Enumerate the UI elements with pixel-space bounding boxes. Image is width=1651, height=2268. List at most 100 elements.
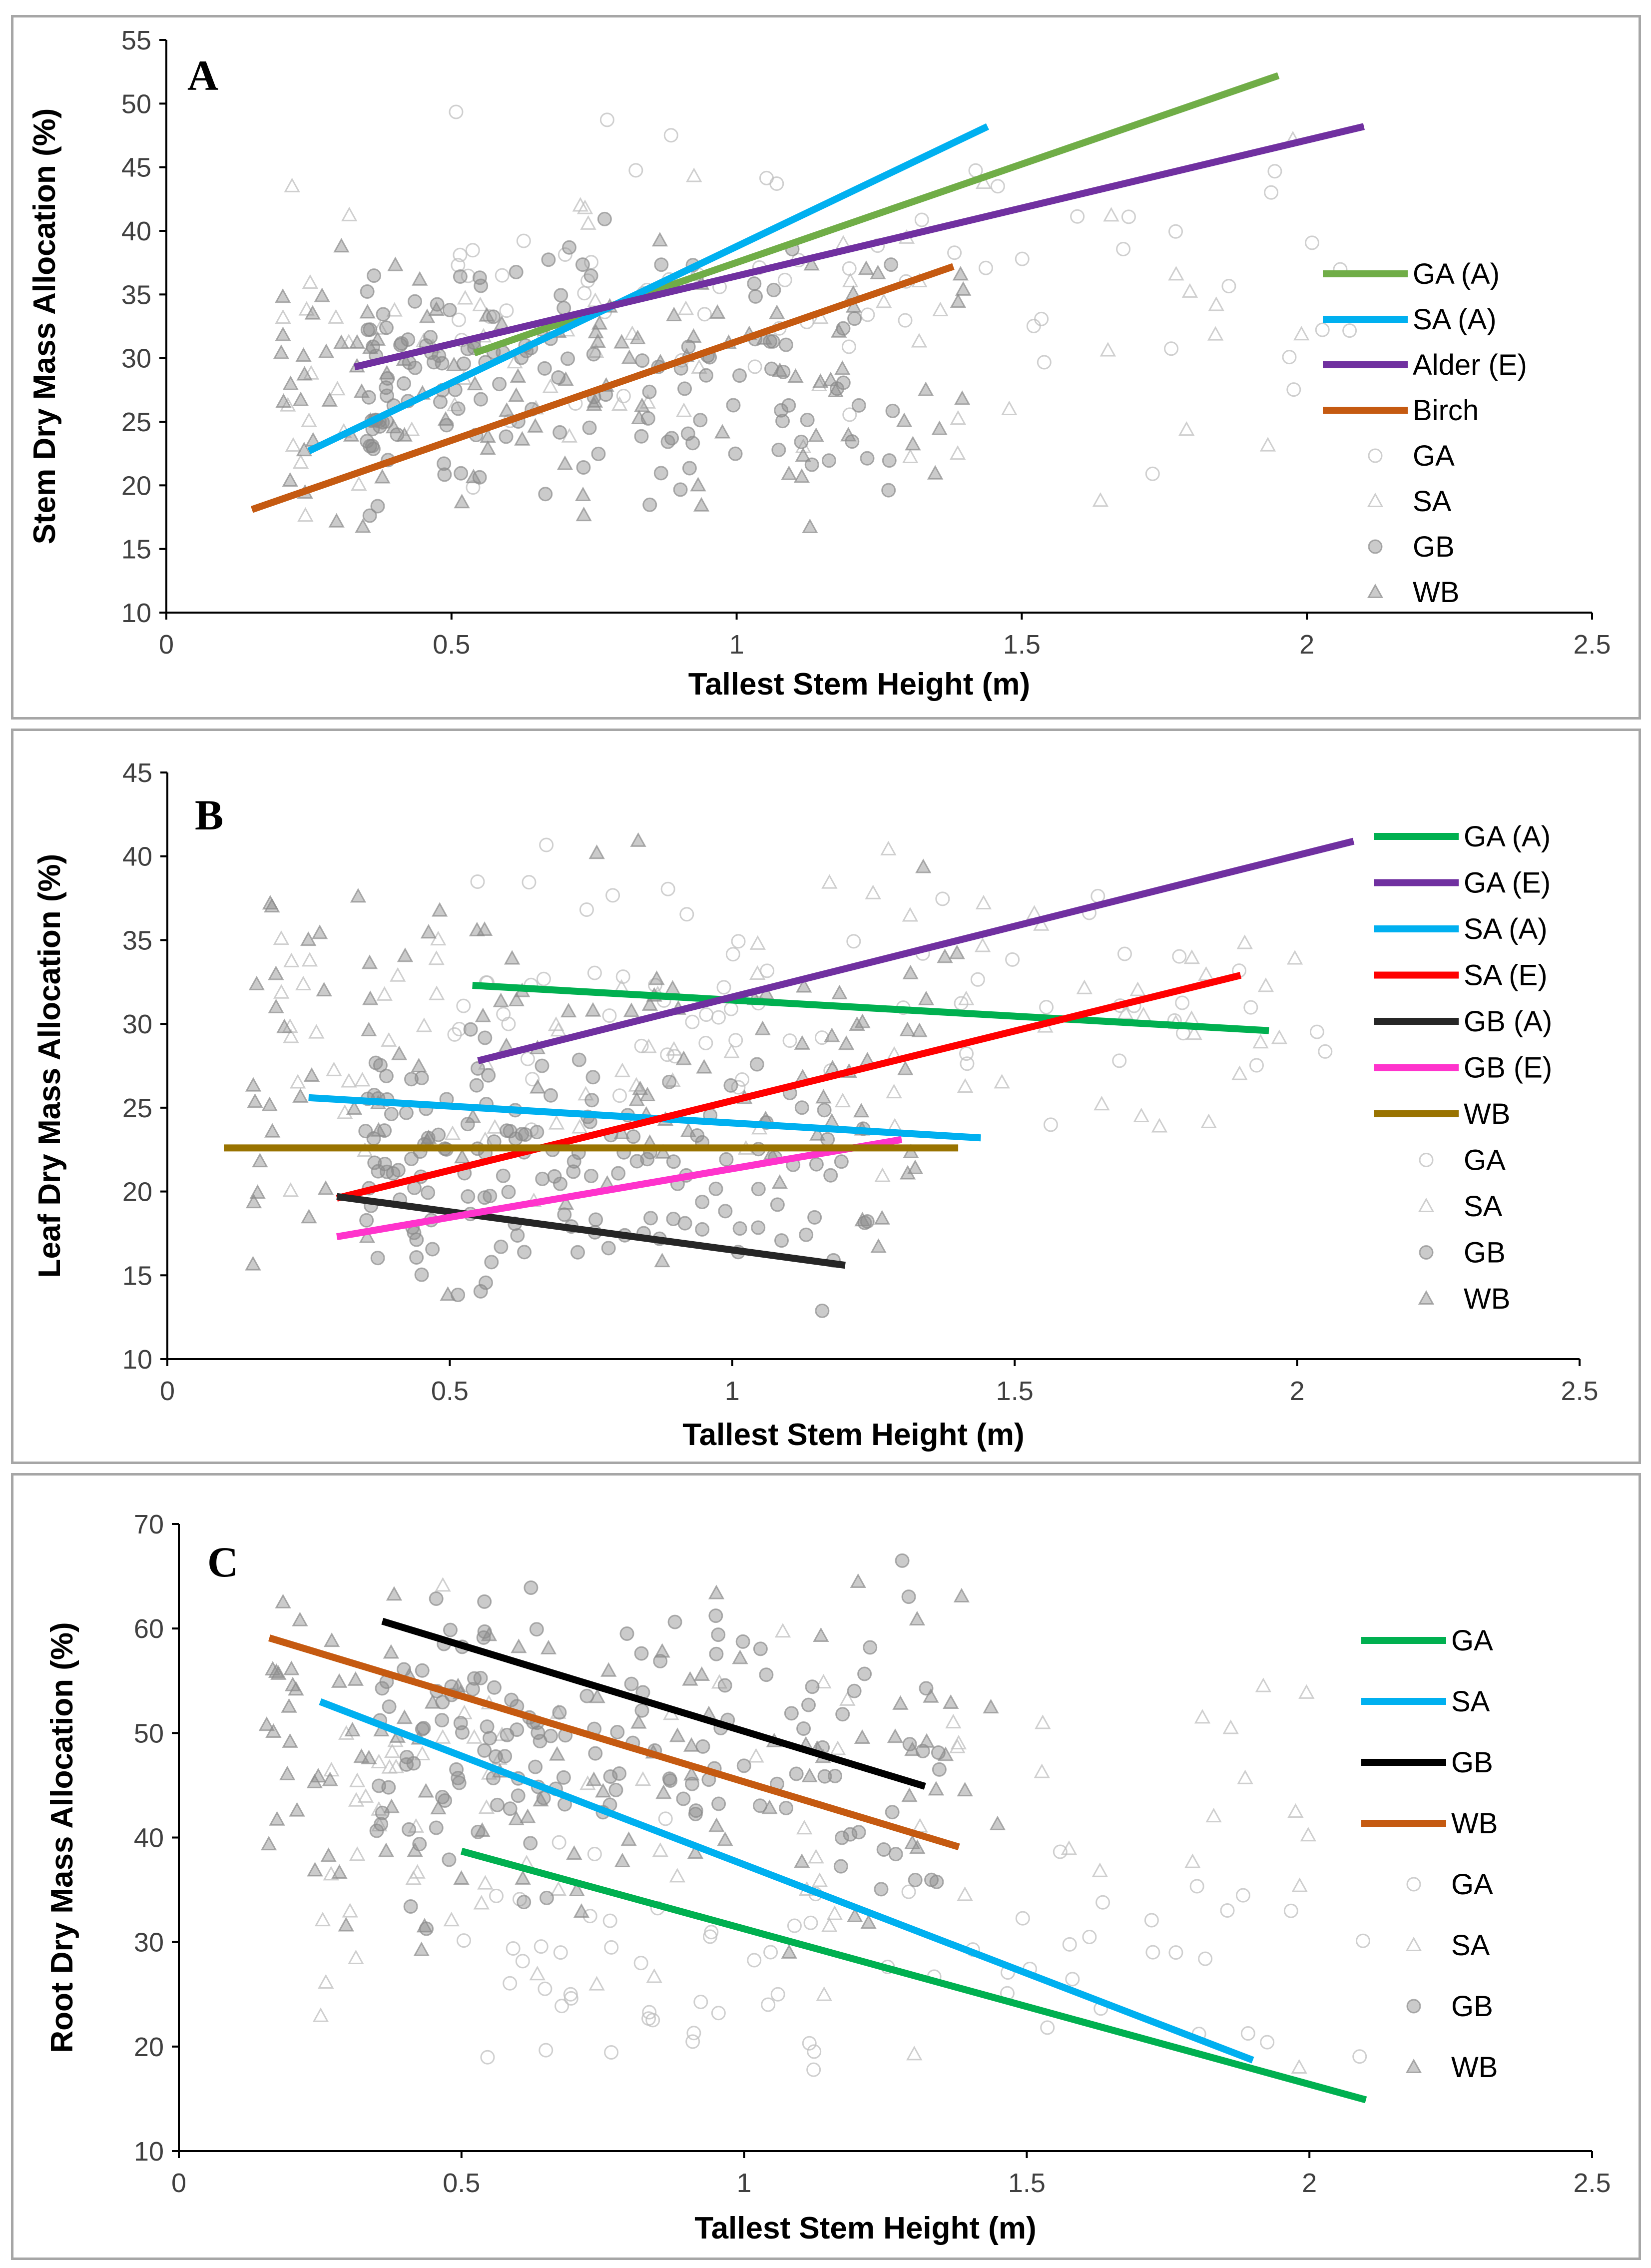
scatter-point xyxy=(470,874,485,889)
scatter-point xyxy=(909,1839,926,1854)
scatter-point xyxy=(1249,1058,1264,1073)
scatter-point xyxy=(530,1125,545,1140)
scatter-point xyxy=(1355,1933,1370,1948)
scatter-point xyxy=(475,1007,492,1022)
scatter-point xyxy=(870,264,886,279)
legend-marker xyxy=(1368,448,1383,463)
scatter-point xyxy=(714,424,731,439)
scatter-point xyxy=(794,1035,811,1050)
scatter-point xyxy=(1092,492,1109,507)
scatter-point xyxy=(506,1941,521,1956)
scatter-point xyxy=(1037,355,1052,370)
scatter-point xyxy=(554,1999,569,2014)
scatter-point xyxy=(377,1156,392,1171)
scatter-series-sa xyxy=(275,130,1310,522)
scatter-point xyxy=(494,1726,511,1741)
scatter-point xyxy=(449,104,464,119)
legend: GA SA GB WB GA SA GB WB xyxy=(1361,1624,1498,2084)
scatter-point xyxy=(821,453,836,468)
scatter-point xyxy=(717,1831,733,1846)
scatter-point xyxy=(801,1767,818,1782)
scatter-point xyxy=(579,902,594,917)
scatter-point xyxy=(361,1021,377,1037)
scatter-point xyxy=(1283,1903,1298,1918)
scatter-point xyxy=(817,1103,832,1118)
scatter-point xyxy=(614,1852,631,1868)
legend-label: Birch xyxy=(1413,394,1479,427)
scatter-point xyxy=(362,339,379,354)
scatter-point xyxy=(749,965,766,980)
scatter-point xyxy=(1282,350,1297,365)
scatter-point xyxy=(905,436,921,451)
scatter-point xyxy=(461,268,476,283)
scatter-point xyxy=(623,1002,640,1017)
scatter-point xyxy=(653,1653,668,1668)
scatter-point xyxy=(295,975,312,991)
scatter-point xyxy=(301,1209,317,1224)
scatter-point xyxy=(1183,949,1200,964)
scatter-point xyxy=(1168,224,1183,239)
scatter-point xyxy=(300,931,317,946)
scatter-point xyxy=(562,240,576,255)
scatter-point xyxy=(264,897,280,913)
scatter-point xyxy=(1291,1877,1308,1892)
scatter-point xyxy=(1264,185,1279,200)
scatter-point xyxy=(957,1886,973,1901)
scatter-point xyxy=(709,1646,724,1661)
scatter-point xyxy=(857,1666,872,1681)
scatter-point xyxy=(444,1125,461,1140)
scatter-point xyxy=(898,313,913,328)
scatter-point xyxy=(478,1799,495,1814)
legend-label: SA (A) xyxy=(1413,303,1497,336)
scatter-point xyxy=(834,1154,849,1169)
scatter-point xyxy=(682,461,697,476)
scatter-point xyxy=(465,1108,481,1123)
scatter-point xyxy=(245,1256,261,1271)
scatter-point xyxy=(679,907,694,922)
x-tick-label: 2 xyxy=(1302,2168,1317,2198)
scatter-point xyxy=(273,930,290,945)
scatter-point xyxy=(693,497,710,512)
scatter-point xyxy=(851,398,866,413)
scatter-point xyxy=(821,1917,838,1932)
scatter-point xyxy=(885,1805,900,1820)
scatter-point xyxy=(624,325,640,340)
scatter-point xyxy=(442,303,457,318)
scatter-point xyxy=(504,950,521,965)
scatter-point xyxy=(585,396,602,411)
scatter-point xyxy=(907,1159,924,1174)
scatter-point xyxy=(778,337,793,352)
scatter-point xyxy=(709,304,726,319)
scatter-point xyxy=(454,466,469,481)
scatter-point xyxy=(465,243,480,258)
scatter-point xyxy=(535,1058,550,1073)
scatter-point xyxy=(582,1909,597,1924)
scatter-point xyxy=(731,1080,746,1095)
scatter-point xyxy=(557,1195,574,1210)
scatter-point xyxy=(1194,1709,1211,1724)
scatter-point xyxy=(302,274,319,289)
scatter-point xyxy=(847,1907,863,1922)
scatter-point xyxy=(833,1859,848,1874)
scatter-point xyxy=(296,366,313,381)
scatter-point xyxy=(881,483,896,498)
scatter-point xyxy=(390,967,406,982)
trend-line-ga xyxy=(460,1847,1367,2104)
legend-marker xyxy=(1419,1153,1434,1167)
scatter-point xyxy=(275,309,291,324)
scatter-point xyxy=(892,1695,909,1710)
scatter-point xyxy=(537,361,552,376)
scatter-point xyxy=(1100,342,1116,357)
y-tick-label: 45 xyxy=(121,153,151,183)
scatter-point xyxy=(954,390,971,405)
y-tick-label: 35 xyxy=(122,925,152,955)
y-tick-label: 45 xyxy=(122,758,152,788)
scatter-point xyxy=(847,1683,862,1698)
scatter-point xyxy=(760,963,775,978)
scatter-series-gb xyxy=(369,1553,947,1936)
scatter-point xyxy=(771,1174,788,1189)
scatter-point xyxy=(621,349,638,364)
scatter-point xyxy=(725,947,740,962)
trend-line-ga-e xyxy=(477,837,1355,1064)
scatter-point xyxy=(354,1072,371,1087)
